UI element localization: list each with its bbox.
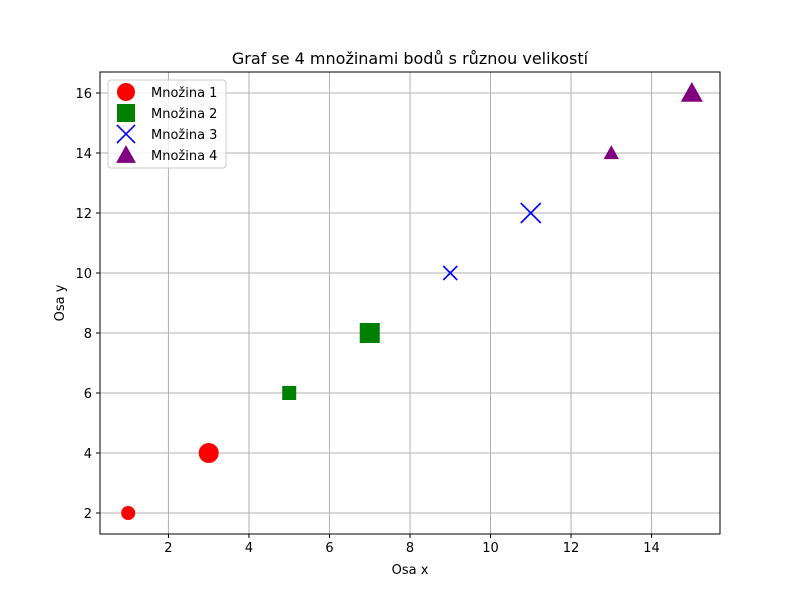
data-point: [282, 386, 297, 400]
y-tick-label: 10: [75, 267, 92, 282]
legend-marker: [117, 104, 135, 122]
y-tick-label: 12: [75, 207, 92, 222]
y-axis-label: Osa y: [53, 284, 68, 321]
data-point: [603, 145, 619, 160]
x-tick-label: 10: [482, 541, 499, 556]
legend-marker: [116, 124, 136, 144]
chart-title: Graf se 4 množinami bodů s různou veliko…: [232, 49, 589, 68]
x-tick-label: 6: [325, 541, 333, 556]
x-tick-label: 4: [245, 541, 253, 556]
legend-entry-label: Množina 4: [151, 149, 217, 164]
y-tick-label: 16: [75, 87, 92, 102]
legend-entry-label: Množina 2: [151, 107, 217, 122]
axis-ticks: 2 4 6 8 10 12 14 2 4 6 8 10 12 14 16: [75, 87, 659, 556]
legend: Množina 1 Množina 2 Množina 3 Množina 4: [107, 79, 227, 169]
y-tick-label: 2: [84, 507, 92, 522]
legend-marker: [116, 145, 136, 163]
data-point: [198, 443, 219, 463]
x-tick-label: 12: [563, 541, 580, 556]
x-tick-label: 14: [643, 541, 660, 556]
y-tick-label: 4: [84, 447, 92, 462]
x-tick-label: 8: [406, 541, 414, 556]
legend-box: [107, 79, 227, 169]
data-points: [121, 82, 703, 520]
y-tick-label: 6: [84, 387, 92, 402]
data-point: [121, 506, 136, 520]
y-tick-label: 8: [84, 327, 92, 342]
y-tick-label: 14: [75, 147, 92, 162]
data-point: [520, 202, 542, 224]
x-tick-label: 2: [164, 541, 172, 556]
data-point: [359, 323, 380, 343]
legend-entry-label: Množina 1: [151, 86, 217, 101]
legend-entry-label: Množina 3: [151, 128, 217, 143]
legend-marker: [117, 83, 135, 101]
x-axis-label: Osa x: [392, 563, 429, 578]
data-point: [442, 265, 458, 281]
data-point: [680, 82, 703, 102]
